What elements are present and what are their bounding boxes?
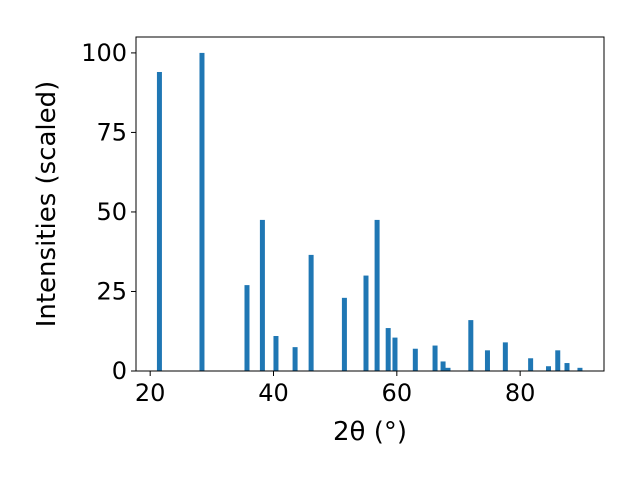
bar	[199, 52, 205, 372]
bar	[528, 358, 534, 371]
x-tick-label: 40	[258, 379, 289, 407]
bar	[502, 342, 508, 371]
bar	[564, 363, 570, 371]
y-tick-label: 100	[81, 39, 127, 67]
bar	[273, 336, 279, 371]
bar	[440, 361, 446, 371]
bar	[156, 71, 162, 371]
bar	[363, 275, 369, 371]
y-tick-label: 50	[96, 198, 127, 226]
y-axis-label: Intensities (scaled)	[32, 81, 62, 328]
bar	[308, 254, 314, 371]
x-tick-label: 20	[135, 379, 166, 407]
x-axis-label: 2θ (°)	[333, 417, 407, 447]
bar	[374, 219, 380, 371]
bar	[445, 367, 451, 371]
bar	[244, 285, 250, 371]
plot-frame	[135, 36, 605, 372]
x-tick-label: 60	[382, 379, 413, 407]
x-tick-label: 80	[505, 379, 536, 407]
bar	[432, 345, 438, 371]
bar	[341, 297, 347, 371]
bar	[392, 337, 398, 371]
bar	[555, 350, 561, 371]
bar	[546, 366, 552, 371]
y-tick-label: 75	[96, 118, 127, 146]
bar	[292, 347, 298, 371]
bar	[385, 328, 391, 371]
bar	[484, 350, 490, 371]
bar	[468, 320, 474, 371]
y-tick-label: 25	[96, 277, 127, 305]
y-tick-label: 0	[112, 357, 127, 385]
bar	[577, 367, 583, 371]
bar	[412, 348, 418, 371]
bar	[259, 219, 265, 371]
